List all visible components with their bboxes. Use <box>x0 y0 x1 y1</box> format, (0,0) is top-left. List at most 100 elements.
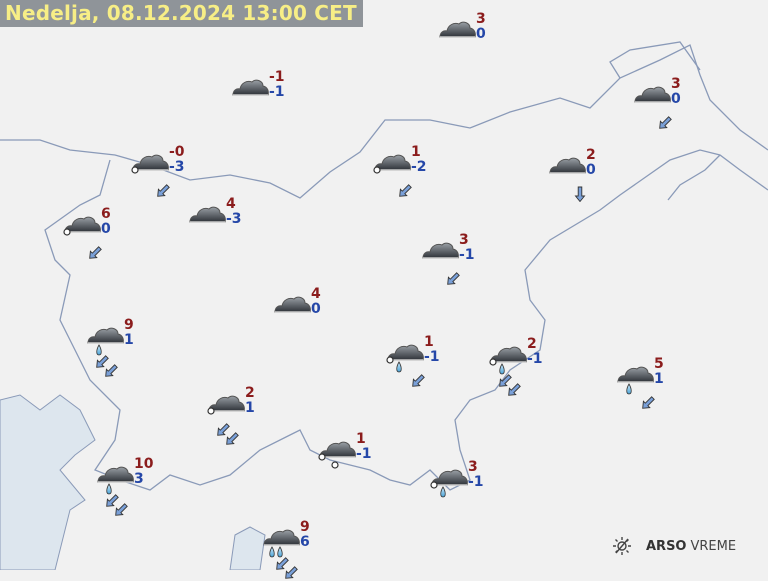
max-temperature: 1 <box>424 334 434 350</box>
max-temperature: 3 <box>671 76 681 92</box>
min-temperature: -1 <box>527 351 543 367</box>
max-temperature: 4 <box>226 196 236 212</box>
weather-overcast-fog-hail-icon <box>318 441 356 469</box>
min-temperature: -2 <box>411 159 427 175</box>
wind-arrow-icon <box>115 503 128 516</box>
weather-overcast-icon <box>549 157 586 174</box>
max-temperature: 3 <box>476 11 486 27</box>
max-temperature: -0 <box>169 144 185 160</box>
wind-arrow-icon <box>276 557 289 570</box>
min-temperature: 3 <box>134 471 144 487</box>
weather-overcast-fog-icon <box>131 154 169 174</box>
min-temperature: 0 <box>586 162 596 178</box>
max-temperature: 6 <box>101 206 111 222</box>
wind-arrow-icon <box>105 364 118 377</box>
wind-arrow-icon <box>89 246 102 259</box>
weather-station[interactable]: 10 3 <box>96 457 176 517</box>
weather-overcast-rain-icon <box>97 466 134 495</box>
weather-overcast-heavy-rain-icon <box>263 529 300 558</box>
wind-arrow-icon <box>642 396 655 409</box>
weather-overcast-icon <box>422 242 459 259</box>
max-temperature: 3 <box>468 459 478 475</box>
weather-station[interactable]: 2 -1 <box>489 337 569 397</box>
wind-arrow-icon <box>217 423 230 436</box>
weather-overcast-icon <box>189 206 226 223</box>
max-temperature: 10 <box>134 456 154 472</box>
max-temperature: 2 <box>586 147 596 163</box>
max-temperature: 3 <box>459 232 469 248</box>
max-temperature: -1 <box>269 69 285 85</box>
weather-overcast-rain-icon <box>617 366 654 395</box>
wind-arrow-icon <box>96 355 109 368</box>
weather-station[interactable]: 4 -3 <box>188 197 268 257</box>
max-temperature: 5 <box>654 356 664 372</box>
min-temperature: 0 <box>476 26 486 42</box>
weather-station[interactable]: 1 -1 <box>386 335 466 395</box>
max-temperature: 1 <box>411 144 421 160</box>
wind-arrow-icon <box>499 374 512 387</box>
weather-overcast-fog-icon <box>207 395 245 415</box>
min-temperature: -1 <box>356 446 372 462</box>
wind-arrow-icon <box>508 383 521 396</box>
weather-overcast-rain-icon <box>87 327 124 356</box>
min-temperature: 0 <box>101 221 111 237</box>
weather-overcast-fog-icon <box>373 154 411 174</box>
max-temperature: 2 <box>245 385 255 401</box>
weather-overcast-icon <box>634 86 671 103</box>
product-name: VREME <box>690 538 737 554</box>
max-temperature: 1 <box>356 431 366 447</box>
weather-station[interactable]: 1 -2 <box>373 145 453 205</box>
weather-overcast-fog-rain-icon <box>386 344 424 373</box>
weather-station[interactable]: -0 -3 <box>131 145 211 205</box>
brand-name: ARSO <box>646 538 687 554</box>
weather-overcast-icon <box>439 21 476 38</box>
weather-overcast-fog-icon <box>63 216 101 236</box>
weather-overcast-icon <box>274 296 311 313</box>
sea <box>0 394 96 570</box>
wind-arrow-icon <box>412 374 425 387</box>
weather-overcast-fog-rain-icon <box>430 469 468 498</box>
wind-arrow-icon <box>106 494 119 507</box>
wind-arrow-icon <box>659 116 672 129</box>
min-temperature: 1 <box>245 400 255 416</box>
weather-overcast-fog-rain-icon <box>489 346 527 375</box>
wind-arrow-icon <box>285 566 298 579</box>
weather-station[interactable]: 1 -1 <box>318 432 398 492</box>
min-temperature: -1 <box>424 349 440 365</box>
weather-overcast-icon <box>232 79 269 96</box>
weather-station[interactable]: 3 -1 <box>421 233 501 293</box>
arso-vreme-logo[interactable]: ARSO VREME <box>612 536 736 556</box>
min-temperature: -3 <box>226 211 242 227</box>
min-temperature: -1 <box>459 247 475 263</box>
max-temperature: 9 <box>124 317 134 333</box>
min-temperature: 1 <box>654 371 664 387</box>
max-temperature: 4 <box>311 286 321 302</box>
min-temperature: 1 <box>124 332 134 348</box>
weather-station[interactable]: 3 -1 <box>430 460 510 520</box>
min-temperature: 0 <box>671 91 681 107</box>
wind-arrow-icon <box>399 184 412 197</box>
sun-haze-icon <box>613 537 631 555</box>
wind-arrow-icon <box>226 432 239 445</box>
min-temperature: 6 <box>300 534 310 550</box>
max-temperature: 9 <box>300 519 310 535</box>
weather-station[interactable]: -1 -1 <box>231 70 311 130</box>
sea-bay <box>229 526 266 570</box>
wind-arrow-icon <box>157 184 170 197</box>
wind-arrow-icon <box>574 186 586 202</box>
max-temperature: 2 <box>527 336 537 352</box>
min-temperature: -3 <box>169 159 185 175</box>
min-temperature: -1 <box>468 474 484 490</box>
wind-arrow-icon <box>447 272 460 285</box>
forecast-datetime-title: Nedelja, 08.12.2024 13:00 CET <box>0 0 363 27</box>
min-temperature: 0 <box>311 301 321 317</box>
